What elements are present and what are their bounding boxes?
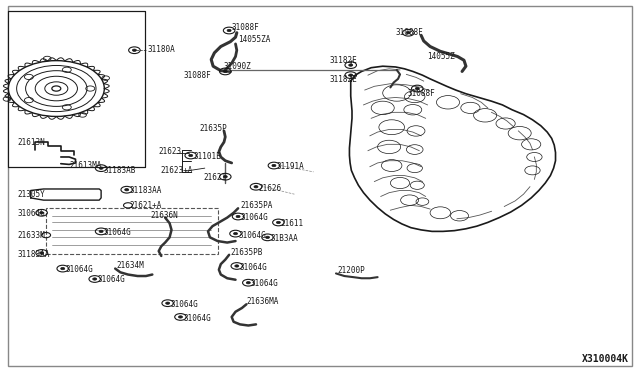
Text: 31088F: 31088F — [396, 28, 423, 37]
Text: 21200P: 21200P — [338, 266, 365, 275]
Text: 21611: 21611 — [280, 219, 303, 228]
Circle shape — [223, 70, 227, 73]
Text: 14055ZA: 14055ZA — [238, 35, 271, 44]
Text: 31064G: 31064G — [170, 300, 198, 309]
Text: 31064G: 31064G — [251, 279, 278, 288]
Circle shape — [415, 87, 419, 90]
Circle shape — [234, 232, 237, 235]
Bar — [46, 208, 218, 254]
Text: 31B3AA: 31B3AA — [270, 234, 298, 243]
Text: 31183AA: 31183AA — [129, 186, 162, 195]
Circle shape — [235, 265, 239, 267]
Circle shape — [223, 176, 227, 178]
Text: 21635P: 21635P — [200, 124, 227, 133]
Text: 31064G: 31064G — [104, 228, 131, 237]
Text: 31182E: 31182E — [330, 75, 357, 84]
Text: 21613MA: 21613MA — [69, 161, 102, 170]
Text: X310004K: X310004K — [582, 354, 628, 364]
Circle shape — [349, 74, 353, 76]
Circle shape — [93, 278, 97, 280]
Text: 31064G: 31064G — [183, 314, 211, 323]
Text: 31183AA: 31183AA — [18, 250, 51, 259]
Text: 21623: 21623 — [159, 147, 182, 156]
Text: 31191A: 31191A — [276, 162, 304, 171]
Text: 21613N: 21613N — [18, 138, 45, 147]
Text: 21636MA: 21636MA — [246, 297, 279, 306]
Circle shape — [179, 316, 182, 318]
Text: 21635PA: 21635PA — [240, 201, 273, 210]
Circle shape — [125, 189, 129, 191]
Text: 31064G: 31064G — [239, 263, 267, 272]
Text: 14055Z: 14055Z — [428, 52, 455, 61]
Text: 21634M: 21634M — [116, 262, 144, 270]
Text: 21305Y: 21305Y — [18, 190, 45, 199]
Bar — [8, 11, 145, 167]
Text: 31088F: 31088F — [184, 71, 211, 80]
Text: 21623+A: 21623+A — [160, 166, 193, 175]
Text: 31090Z: 31090Z — [224, 62, 252, 71]
Circle shape — [189, 154, 193, 157]
Circle shape — [246, 282, 250, 284]
Circle shape — [254, 186, 258, 188]
Text: 31101E: 31101E — [193, 152, 221, 161]
Text: 21635PB: 21635PB — [230, 248, 263, 257]
Text: 21621+A: 21621+A — [129, 201, 162, 210]
Text: 31064G: 31064G — [241, 213, 268, 222]
Circle shape — [276, 221, 280, 224]
Text: 31064G: 31064G — [65, 265, 93, 274]
Text: 21636N: 21636N — [150, 211, 178, 219]
Circle shape — [227, 29, 231, 32]
Circle shape — [99, 167, 103, 169]
Text: 31182E: 31182E — [330, 56, 357, 65]
Text: 21626: 21626 — [259, 185, 282, 193]
Text: 21621: 21621 — [204, 173, 227, 182]
Text: 31064G: 31064G — [97, 275, 125, 284]
Text: 31088F: 31088F — [232, 23, 259, 32]
Circle shape — [349, 64, 353, 66]
Circle shape — [99, 230, 103, 232]
Circle shape — [406, 32, 410, 34]
Circle shape — [166, 302, 170, 304]
Text: 31183AB: 31183AB — [104, 166, 136, 175]
Circle shape — [132, 49, 136, 51]
Text: 31064G: 31064G — [18, 209, 45, 218]
Text: 31064G: 31064G — [238, 231, 266, 240]
Circle shape — [40, 212, 44, 214]
Circle shape — [61, 267, 65, 270]
Circle shape — [266, 236, 269, 238]
Text: 31180A: 31180A — [148, 45, 175, 54]
Circle shape — [40, 252, 44, 254]
Text: 31088F: 31088F — [407, 89, 435, 98]
Circle shape — [236, 215, 240, 218]
Text: 21633M: 21633M — [18, 231, 45, 240]
Circle shape — [272, 164, 276, 167]
